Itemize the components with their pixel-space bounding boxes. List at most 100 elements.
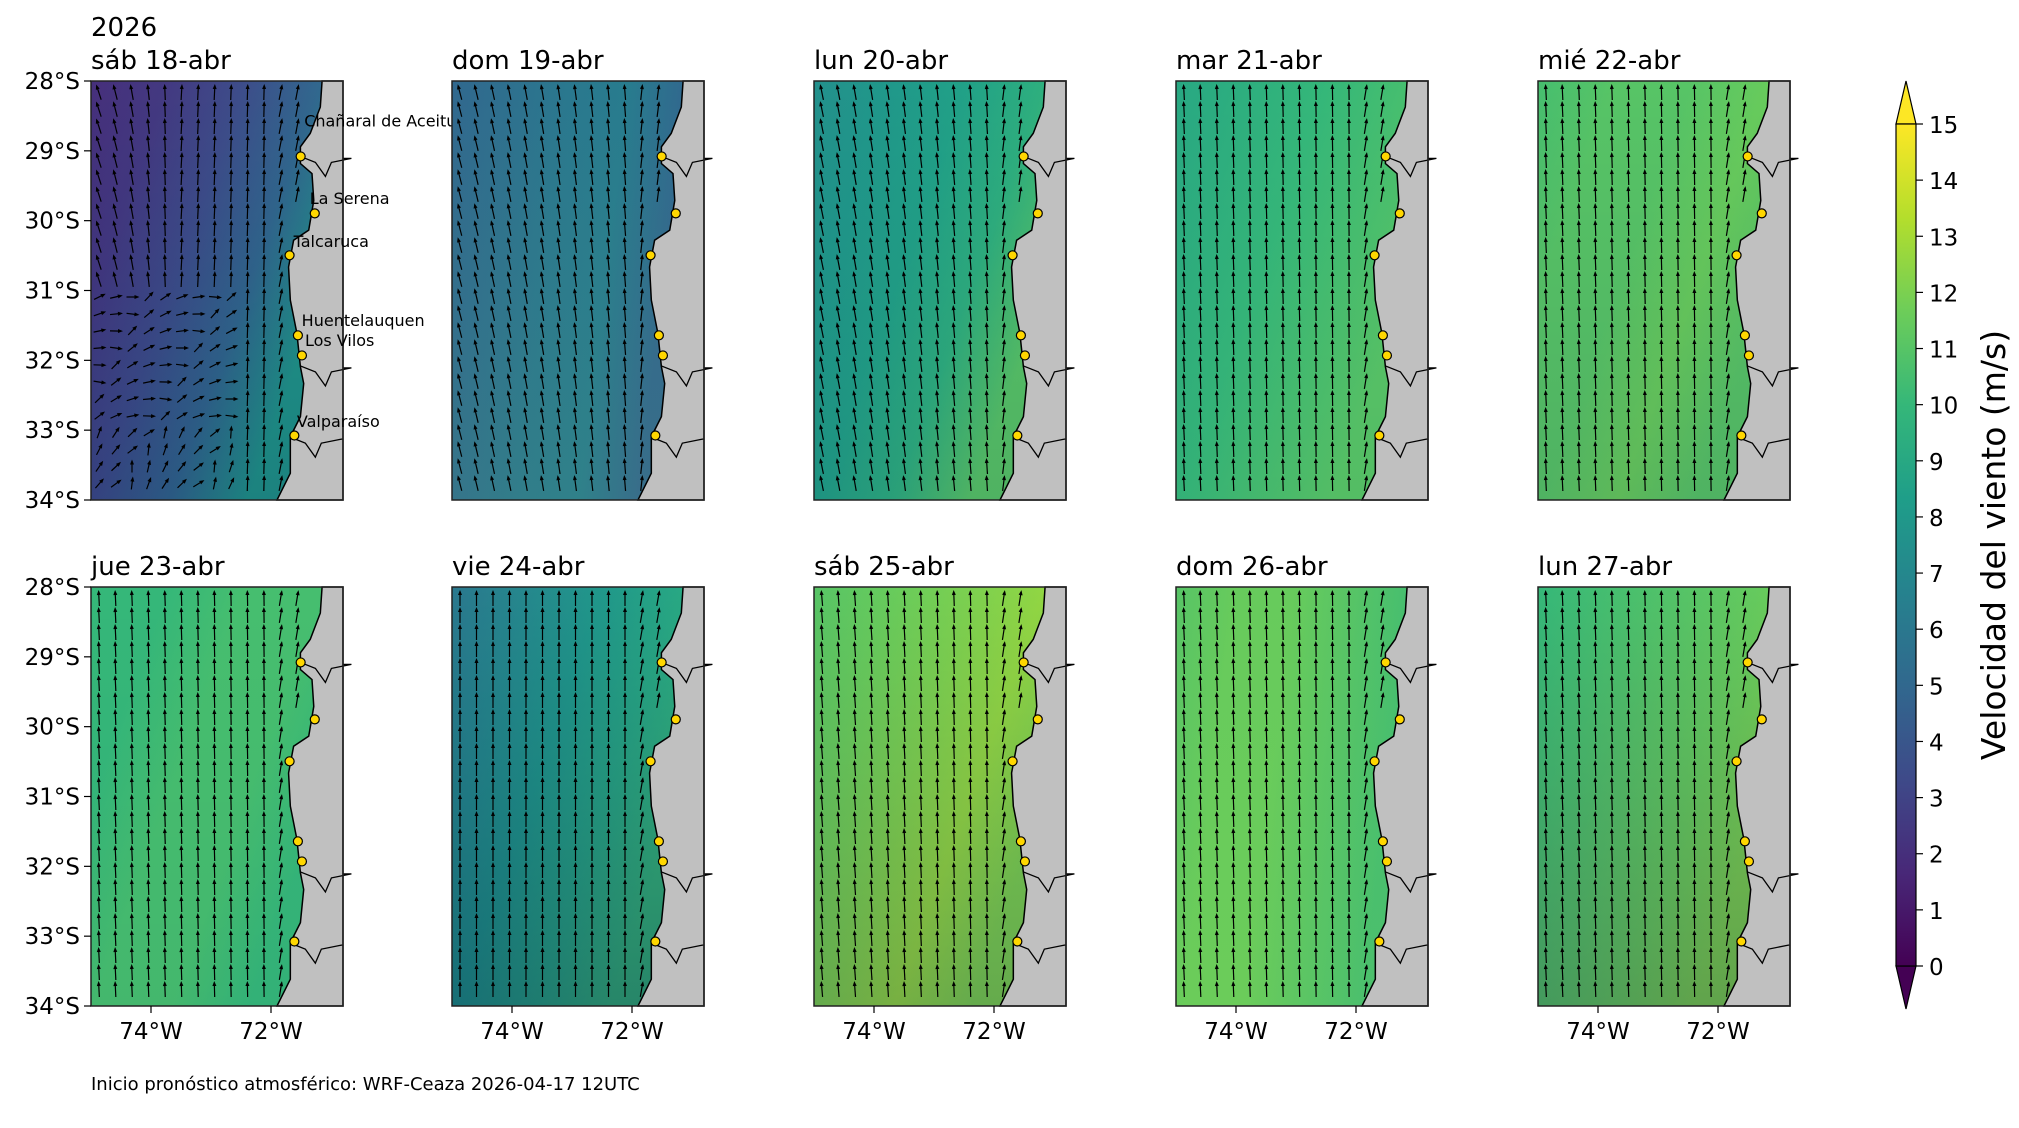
- wind-arrow: [623, 692, 627, 708]
- wind-arrow: [606, 390, 611, 407]
- wind-arrow: [1313, 641, 1318, 658]
- wind-arrow: [901, 390, 907, 407]
- wind-arrow: [129, 135, 134, 151]
- wind-arrow: [458, 743, 462, 759]
- wind-arrow: [868, 441, 874, 458]
- wind-arrow: [1675, 641, 1680, 658]
- wind-arrow: [113, 964, 118, 981]
- wind-arrow: [1609, 390, 1614, 407]
- wind-arrow: [869, 879, 874, 896]
- wind-arrow: [901, 356, 907, 373]
- wind-arrow: [885, 475, 890, 492]
- wind-arrow: [1363, 607, 1369, 624]
- wind-arrow: [146, 590, 151, 607]
- wind-arrow: [1560, 237, 1565, 254]
- wind-arrow: [178, 426, 185, 439]
- wind-arrow: [1001, 896, 1007, 913]
- wind-arrow: [1543, 101, 1548, 118]
- wind-arrow: [1247, 407, 1252, 424]
- wind-arrow: [1576, 607, 1581, 624]
- wind-arrow: [1214, 726, 1219, 743]
- wind-arrow: [209, 428, 221, 437]
- wind-arrow: [1708, 441, 1713, 458]
- wind-arrow: [589, 339, 594, 356]
- wind-arrow: [639, 390, 644, 407]
- wind-arrow: [1247, 237, 1252, 254]
- wind-arrow: [623, 896, 627, 912]
- wind-arrow: [142, 414, 156, 419]
- wind-arrow: [245, 254, 250, 271]
- wind-arrow: [162, 743, 167, 760]
- wind-arrow: [885, 726, 890, 743]
- wind-arrow: [1659, 981, 1664, 998]
- city-marker: [1032, 714, 1043, 725]
- wind-arrow: [1181, 186, 1186, 203]
- wind-arrow: [1001, 964, 1007, 981]
- wind-arrow: [572, 118, 578, 135]
- wind-arrow: [984, 458, 989, 475]
- wind-arrow: [1330, 862, 1335, 879]
- wind-arrow: [1198, 658, 1203, 675]
- wind-arrow: [606, 964, 611, 980]
- wind-arrow: [1264, 743, 1269, 760]
- wind-arrow: [835, 424, 841, 440]
- wind-arrow: [1576, 118, 1581, 135]
- wind-arrow: [1626, 305, 1631, 322]
- wind-arrow: [507, 590, 512, 606]
- wind-arrow: [1642, 590, 1647, 607]
- wind-arrow: [506, 186, 512, 202]
- wind-arrow: [179, 271, 184, 288]
- map-panel: mié 22-abr: [1537, 46, 1799, 501]
- wind-arrow: [1264, 879, 1269, 896]
- wind-arrow: [1708, 726, 1713, 743]
- wind-arrow: [129, 828, 134, 845]
- wind-arrow: [490, 186, 496, 202]
- wind-arrow: [1198, 811, 1203, 828]
- wind-arrow: [1576, 101, 1581, 118]
- wind-arrow: [228, 845, 233, 862]
- wind-arrow: [1708, 220, 1713, 237]
- wind-arrow: [143, 344, 156, 351]
- wind-arrow: [176, 311, 189, 316]
- wind-arrow: [1543, 237, 1548, 254]
- wind-arrow: [1001, 862, 1007, 879]
- wind-arrow: [1297, 607, 1302, 624]
- wind-arrow: [1576, 356, 1581, 373]
- wind-arrow: [1198, 828, 1203, 845]
- wind-arrow: [852, 322, 857, 338]
- wind-arrow: [1543, 118, 1548, 135]
- wind-arrow: [1313, 84, 1318, 101]
- wind-arrow: [951, 879, 956, 896]
- wind-arrow: [935, 845, 940, 862]
- wind-arrow: [656, 118, 661, 135]
- wind-arrow: [490, 322, 496, 338]
- wind-arrow: [1659, 658, 1664, 675]
- wind-arrow: [1675, 811, 1680, 828]
- wind-arrow: [1247, 777, 1252, 794]
- wind-arrow: [1330, 84, 1335, 101]
- wind-arrow: [1214, 152, 1219, 169]
- wind-arrow: [556, 237, 561, 254]
- wind-arrow: [623, 862, 627, 878]
- wind-arrow: [1346, 913, 1351, 930]
- wind-arrow: [1609, 288, 1614, 305]
- wind-arrow: [1675, 237, 1680, 254]
- wind-arrow: [1659, 964, 1664, 981]
- wind-arrow: [278, 658, 284, 675]
- wind-arrow: [506, 271, 512, 287]
- wind-arrow: [1346, 135, 1351, 152]
- wind-arrow: [1576, 879, 1581, 896]
- wind-arrow: [1609, 641, 1614, 658]
- wind-arrow: [162, 237, 167, 254]
- wind-arrow: [473, 271, 479, 287]
- wind-arrow: [1280, 288, 1285, 305]
- wind-arrow: [1313, 271, 1318, 288]
- wind-arrow: [1609, 930, 1614, 947]
- wind-arrow: [573, 828, 578, 844]
- wind-arrow: [1181, 373, 1186, 390]
- wind-arrow: [1297, 356, 1302, 373]
- wind-arrow: [1346, 777, 1351, 794]
- wind-arrow: [935, 794, 940, 811]
- wind-arrow: [129, 794, 134, 811]
- wind-arrow: [1593, 118, 1598, 135]
